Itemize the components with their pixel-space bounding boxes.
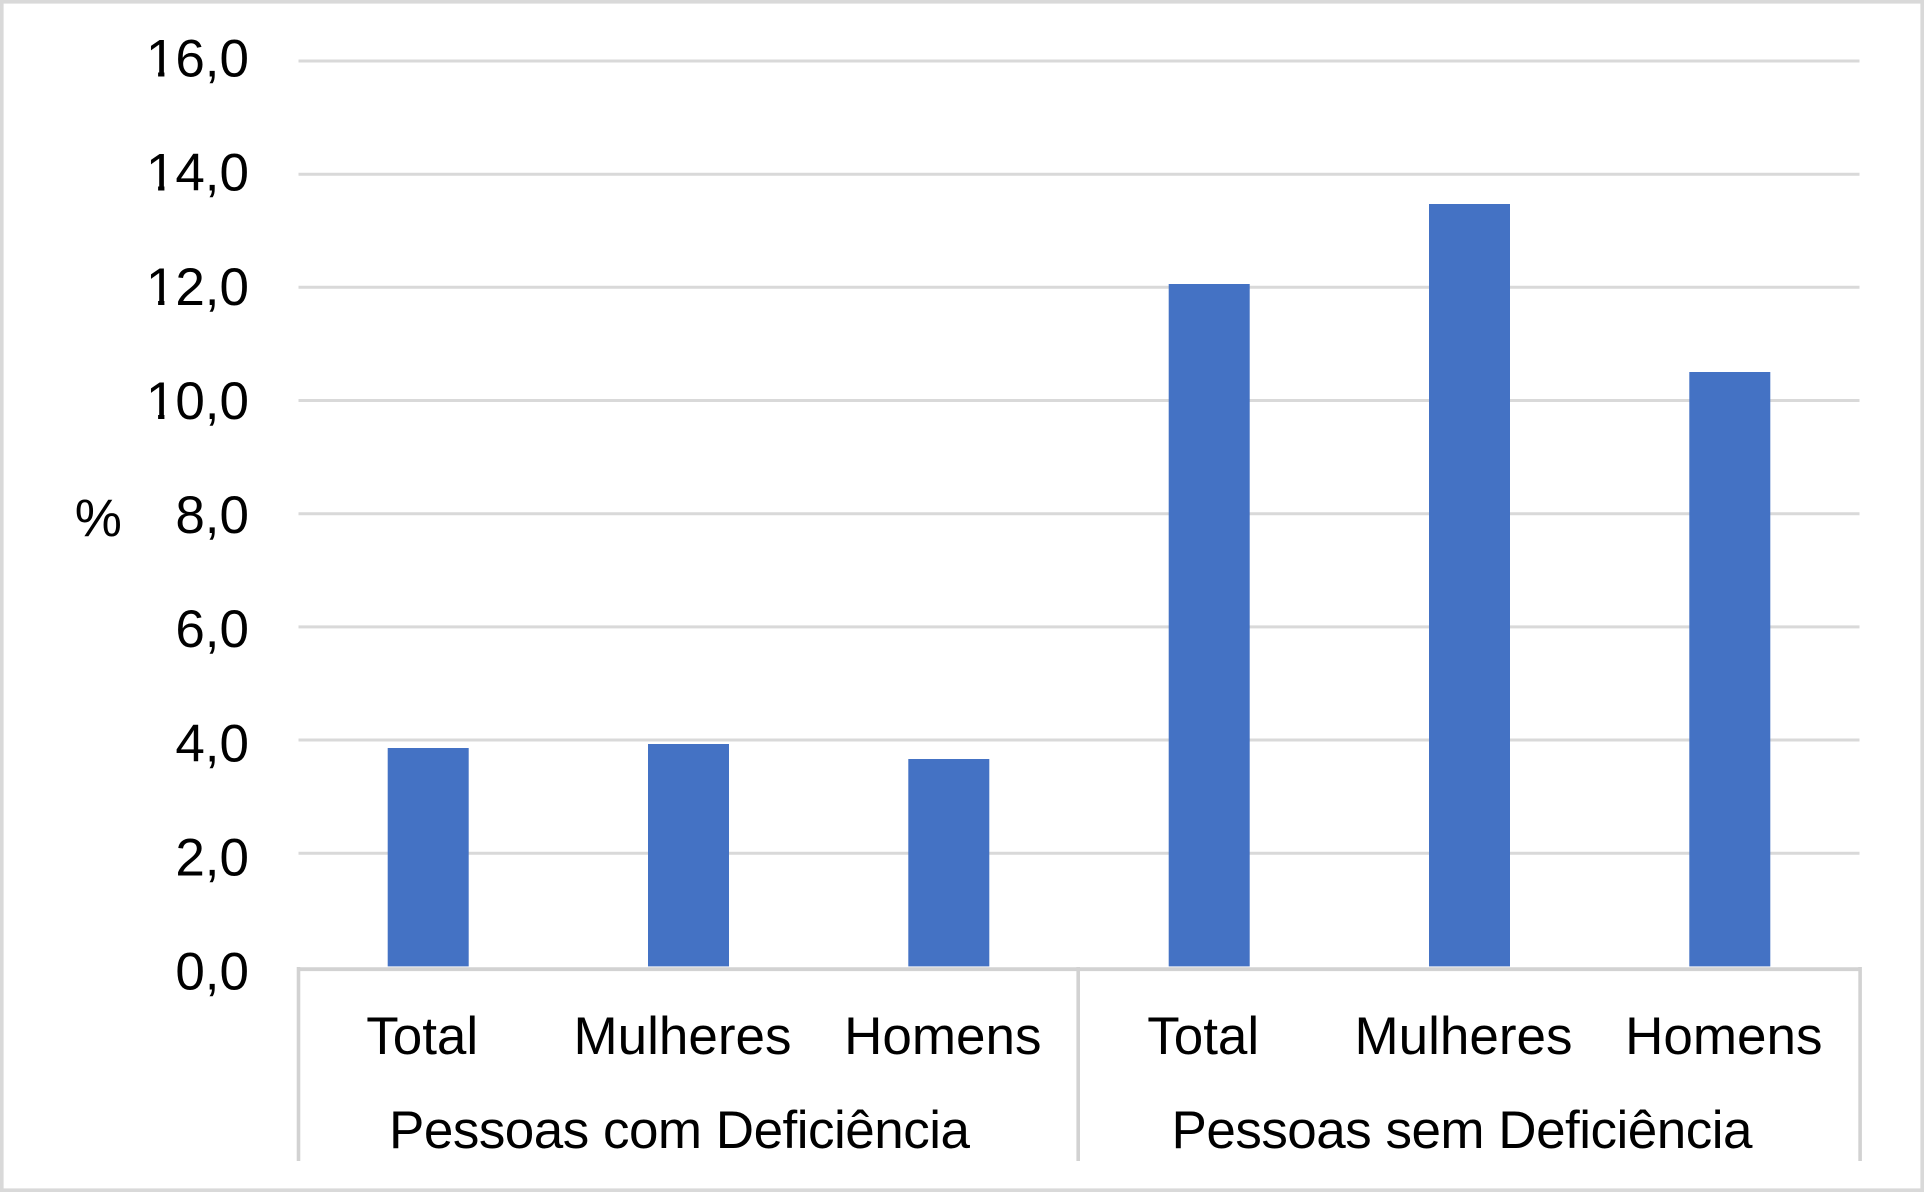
svg-text:16,0: 16,0 [146, 30, 249, 89]
svg-text:Homens: Homens [1625, 1007, 1822, 1066]
svg-text:Mulheres: Mulheres [1355, 1007, 1573, 1066]
svg-text:%: % [75, 489, 122, 548]
svg-text:2,0: 2,0 [175, 829, 249, 888]
svg-text:Pessoas com Deficiência: Pessoas com Deficiência [389, 1101, 971, 1160]
svg-text:6,0: 6,0 [175, 600, 249, 659]
svg-text:4,0: 4,0 [175, 714, 249, 773]
svg-text:Homens: Homens [844, 1007, 1041, 1066]
svg-text:Total: Total [1147, 1007, 1259, 1066]
svg-text:10,0: 10,0 [146, 372, 249, 431]
svg-text:Pessoas sem Deficiência: Pessoas sem Deficiência [1172, 1101, 1754, 1160]
svg-text:12,0: 12,0 [146, 258, 249, 317]
svg-text:14,0: 14,0 [146, 144, 249, 203]
svg-text:0,0: 0,0 [175, 943, 249, 1002]
svg-text:Total: Total [366, 1007, 478, 1066]
svg-text:8,0: 8,0 [175, 486, 249, 545]
svg-text:Mulheres: Mulheres [574, 1007, 792, 1066]
